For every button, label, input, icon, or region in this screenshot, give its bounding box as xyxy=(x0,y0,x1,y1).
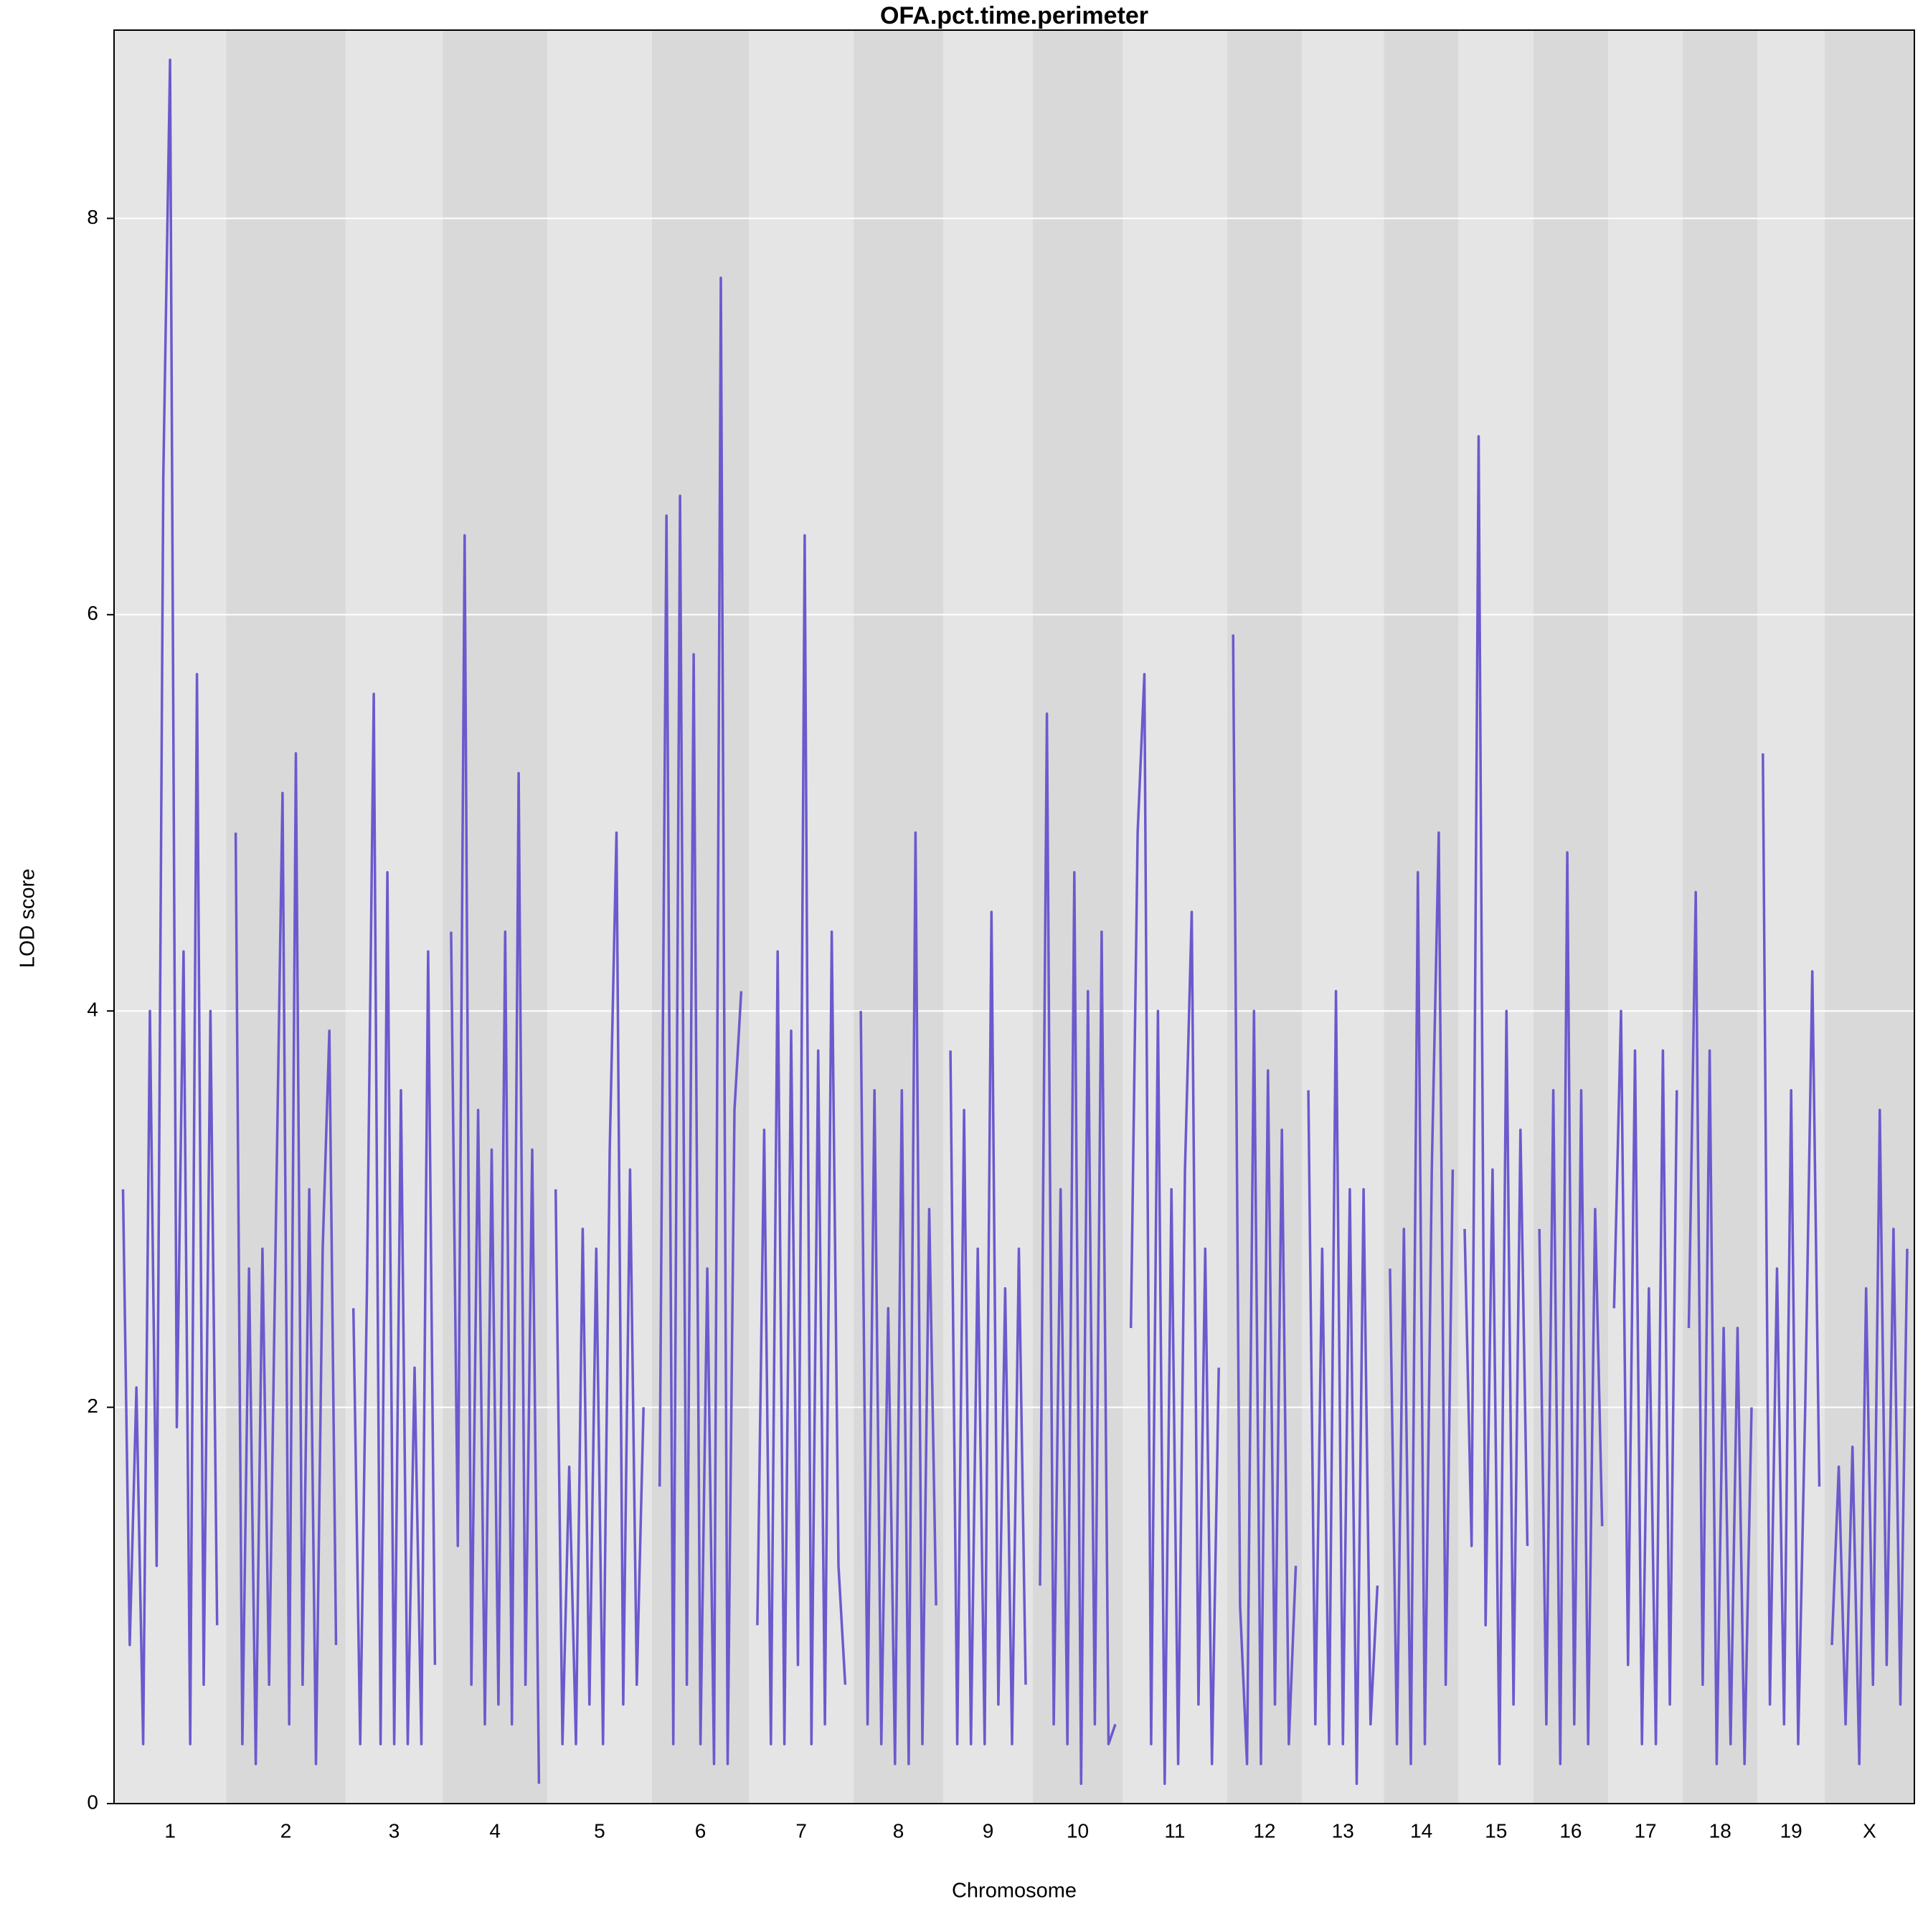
x-tick-label: 16 xyxy=(1559,1819,1582,1842)
chromosome-band xyxy=(651,30,750,1804)
y-axis-label: LOD score xyxy=(16,869,39,969)
lod-curve xyxy=(658,276,743,1766)
x-tick-label: 6 xyxy=(695,1819,707,1842)
chromosome-band xyxy=(1301,30,1384,1804)
lod-curve xyxy=(1463,435,1529,1766)
lod-curve xyxy=(1039,712,1117,1786)
lod-curve xyxy=(756,534,847,1745)
x-tick-label: 2 xyxy=(280,1819,292,1842)
lod-curve xyxy=(949,910,1027,1745)
x-tick-label: 9 xyxy=(983,1819,994,1842)
x-tick-label: 4 xyxy=(489,1819,501,1842)
lod-curve xyxy=(554,831,645,1745)
lod-curve xyxy=(351,692,437,1745)
chromosome-band xyxy=(1533,30,1608,1804)
x-tick-label: X xyxy=(1863,1819,1876,1842)
chart-title: OFA.pct.time.perimeter xyxy=(880,2,1148,29)
lod-curve xyxy=(859,831,937,1766)
x-tick-label: 15 xyxy=(1485,1819,1507,1842)
lod-curve xyxy=(1232,634,1298,1766)
x-axis-label: Chromosome xyxy=(952,1880,1077,1903)
x-tick-label: 18 xyxy=(1709,1819,1731,1842)
y-tick-label: 0 xyxy=(87,1791,98,1813)
lod-curve xyxy=(1389,831,1455,1766)
y-tick-label: 4 xyxy=(87,999,98,1021)
lod-curve xyxy=(450,534,541,1784)
y-tick-label: 2 xyxy=(87,1395,98,1417)
chromosome-band xyxy=(345,30,443,1804)
x-tick-label: 1 xyxy=(164,1819,176,1842)
y-tick-label: 8 xyxy=(87,206,98,228)
lod-curve xyxy=(1612,1009,1678,1745)
chromosome-band xyxy=(943,30,1034,1804)
chromosome-band xyxy=(1384,30,1459,1804)
x-tick-label: 3 xyxy=(389,1819,400,1842)
x-tick-label: 17 xyxy=(1634,1819,1656,1842)
x-tick-label: 11 xyxy=(1164,1819,1185,1842)
x-tick-label: 7 xyxy=(795,1819,807,1842)
lod-curve xyxy=(1307,989,1379,1786)
x-tick-label: 13 xyxy=(1332,1819,1354,1842)
lod-curve xyxy=(1762,753,1821,1745)
lod-curve xyxy=(234,752,338,1766)
y-tick-label: 6 xyxy=(87,602,98,624)
x-tick-label: 8 xyxy=(893,1819,904,1842)
x-tick-label: 5 xyxy=(594,1819,605,1842)
lod-curve xyxy=(1538,851,1604,1766)
x-tick-label: 10 xyxy=(1067,1819,1089,1842)
x-tick-label: 14 xyxy=(1410,1819,1432,1842)
lod-curve xyxy=(1830,1108,1909,1766)
lod-curve xyxy=(121,58,219,1745)
lod-curve xyxy=(1687,890,1753,1766)
x-tick-label: 12 xyxy=(1253,1819,1275,1842)
lod-curve xyxy=(1129,672,1220,1786)
plot-frame xyxy=(113,29,1915,1804)
x-tick-label: 19 xyxy=(1780,1819,1802,1842)
